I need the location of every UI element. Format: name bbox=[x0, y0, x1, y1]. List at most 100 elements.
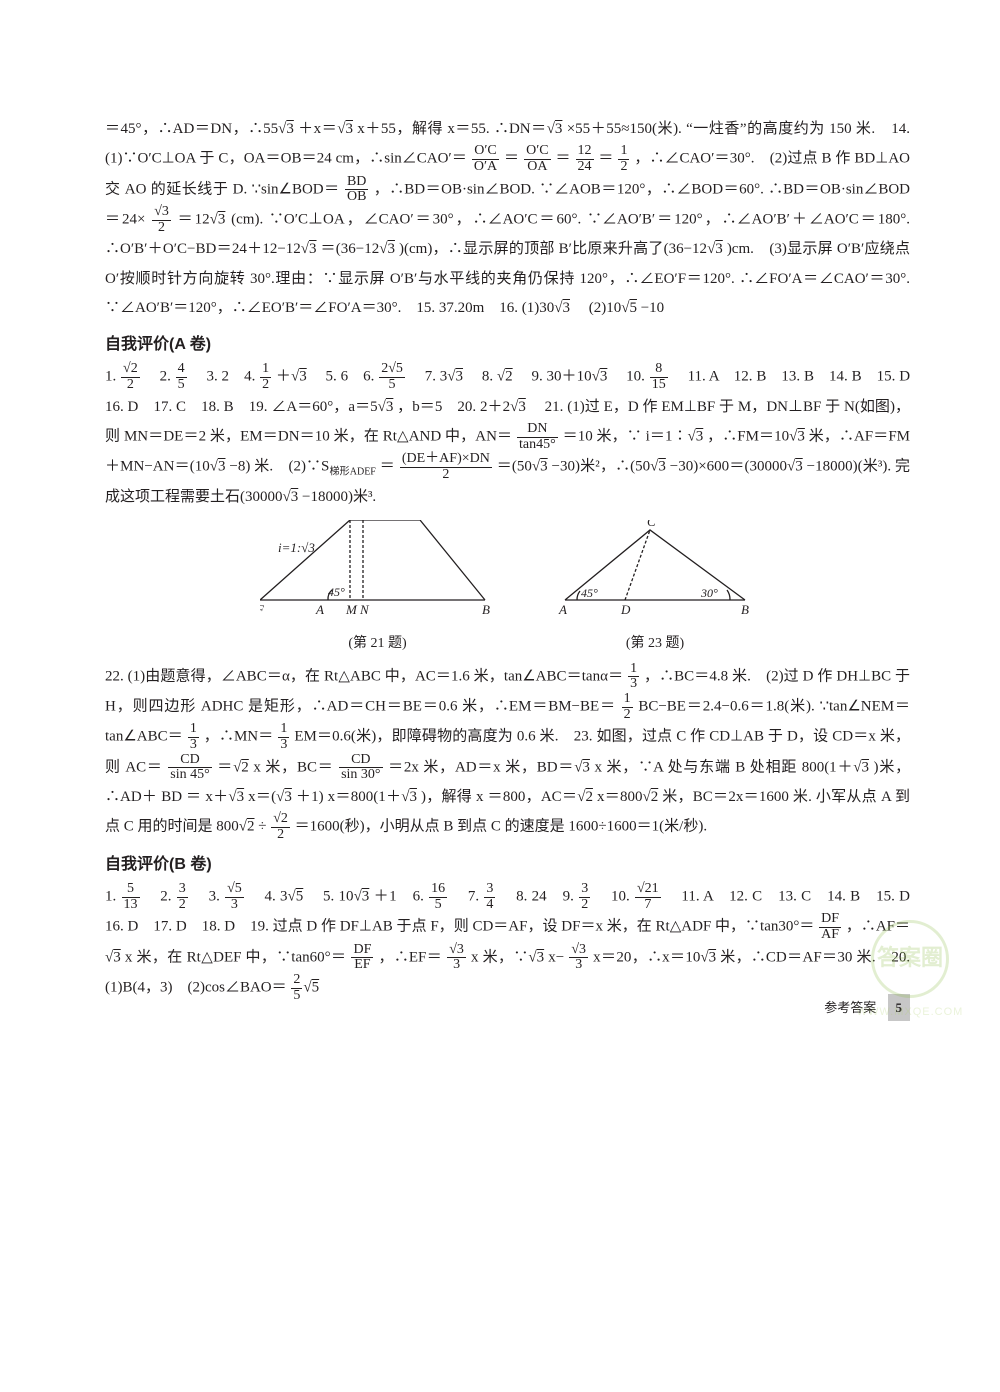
sub: 梯形ADEF bbox=[329, 467, 376, 478]
r: 3 bbox=[291, 489, 299, 505]
r: 3 bbox=[286, 121, 294, 137]
r: 3 bbox=[456, 369, 464, 385]
svg-text:F: F bbox=[260, 602, 265, 617]
r: 3 bbox=[346, 121, 354, 137]
t: )，解得 x ＝800，AC＝ bbox=[421, 789, 577, 805]
t: ＝2x 米，AD＝x 米，BD＝ bbox=[388, 759, 574, 775]
t: 8. 24 9. bbox=[501, 888, 579, 904]
frac: √33 bbox=[446, 943, 467, 973]
para-22-23: 22. (1)由题意得，∠ABC＝α，在 Rt△ABC 中，AC＝1.6 米，t… bbox=[105, 662, 910, 843]
t: x＝800 bbox=[597, 789, 643, 805]
t: )(cm)，∴显示屏的顶部 B′比原来升高了(36−12 bbox=[399, 241, 707, 257]
figure-23-svg: C A D B 45° 30° bbox=[555, 520, 755, 620]
r: 2 bbox=[651, 789, 659, 805]
frac: BDOB bbox=[344, 175, 369, 205]
frac: O′CO′A bbox=[471, 144, 500, 174]
frac: (DE＋AF)×DN2 bbox=[399, 452, 493, 482]
t: ，∴AF＝ bbox=[846, 919, 910, 935]
t: 5. 10 bbox=[308, 888, 354, 904]
frac: 2√55 bbox=[378, 362, 406, 392]
r: 3 bbox=[309, 241, 317, 257]
frac: 25 bbox=[290, 973, 303, 1003]
frac: √53 bbox=[224, 882, 245, 912]
t: ＝(36−12 bbox=[321, 241, 380, 257]
r: 3 bbox=[540, 459, 548, 475]
t: ，∴MN＝ bbox=[204, 729, 274, 745]
svg-text:45°: 45° bbox=[328, 585, 345, 599]
frac: DFEF bbox=[350, 943, 374, 973]
frac: 12 bbox=[617, 144, 630, 174]
frac: 815 bbox=[649, 362, 669, 392]
r: 3 bbox=[658, 459, 666, 475]
page-footer: 参考答案 5 bbox=[824, 994, 910, 1021]
para-1: ＝45°，∴AD＝DN，∴55√3 ＋x＝√3 x＋55，解得 x＝55. ∴D… bbox=[105, 115, 910, 323]
figure-23: C A D B 45° 30° (第 23 题) bbox=[555, 520, 755, 658]
t: ＝ bbox=[598, 151, 613, 167]
t: x 米，∵ bbox=[471, 949, 528, 965]
frac: 12 bbox=[259, 362, 272, 392]
r: 3 bbox=[409, 789, 417, 805]
r: 3 bbox=[600, 369, 608, 385]
figure-21-caption: (第 21 题) bbox=[260, 630, 495, 657]
t: 3. bbox=[193, 888, 224, 904]
svg-text:A: A bbox=[315, 602, 324, 617]
frac: 165 bbox=[428, 882, 448, 912]
frac: CDsin 45° bbox=[167, 753, 212, 783]
t: x 米，在 Rt△DEF 中，∵tan60°＝ bbox=[125, 949, 346, 965]
frac: 13 bbox=[187, 722, 200, 752]
frac: √32 bbox=[151, 205, 172, 235]
section-head-a: 自我评价(A 卷) bbox=[105, 329, 910, 360]
t: ＋x＝ bbox=[298, 121, 337, 137]
t: ＝ bbox=[380, 459, 395, 475]
r: 3 bbox=[562, 300, 570, 316]
r: 5 bbox=[296, 888, 304, 904]
frac: O′COA bbox=[523, 144, 552, 174]
t: (2)10 bbox=[574, 300, 622, 316]
svg-text:M: M bbox=[345, 602, 358, 617]
t: ＝ bbox=[504, 151, 519, 167]
t: 5. 6 6. bbox=[311, 369, 379, 385]
t: ＋1) x＝800(1＋ bbox=[296, 789, 401, 805]
t: 22. (1)由题意得，∠ABC＝α，在 Rt△ABC 中，AC＝1.6 米，t… bbox=[105, 668, 623, 684]
r: 3 bbox=[795, 459, 803, 475]
r: 3 bbox=[237, 789, 245, 805]
r: 5 bbox=[312, 980, 320, 996]
answers-a: 1. √22 2. 45 3. 2 4. 12 ＋√3 5. 6 6. 2√55… bbox=[105, 362, 910, 512]
r: 2 bbox=[247, 819, 255, 835]
t: x＝20，∴x＝10 bbox=[593, 949, 700, 965]
t: −10 bbox=[641, 300, 664, 316]
r: 3 bbox=[518, 399, 526, 415]
svg-text:C: C bbox=[647, 520, 656, 529]
r: 3 bbox=[537, 949, 545, 965]
svg-text:B: B bbox=[482, 602, 490, 617]
frac: 34 bbox=[483, 882, 496, 912]
t: 1. bbox=[105, 369, 120, 385]
t: x 米，BC＝ bbox=[253, 759, 333, 775]
r: 3 bbox=[797, 429, 805, 445]
svg-text:B: B bbox=[741, 602, 749, 617]
t: 1. bbox=[105, 888, 121, 904]
svg-text:30°: 30° bbox=[700, 586, 718, 600]
svg-text:N: N bbox=[359, 602, 370, 617]
r: 3 bbox=[218, 212, 226, 228]
r: 2 bbox=[241, 759, 249, 775]
t: ＝10 米，∵ i＝1∶ bbox=[563, 429, 688, 445]
t: ＝ bbox=[217, 759, 233, 775]
svg-text:i=1:√3: i=1:√3 bbox=[278, 540, 315, 555]
t: ＝12 bbox=[178, 212, 210, 228]
t: x− bbox=[548, 949, 564, 965]
t: ，∴EF＝ bbox=[379, 949, 443, 965]
t: ，b＝5 20. 2＋2 bbox=[397, 399, 510, 415]
page: ＝45°，∴AD＝DN，∴55√3 ＋x＝√3 x＋55，解得 x＝55. ∴D… bbox=[0, 0, 1000, 1043]
t: 7. bbox=[452, 888, 483, 904]
t: x＝( bbox=[248, 789, 276, 805]
t: 9. 30＋10 bbox=[516, 369, 591, 385]
frac: 12 bbox=[621, 692, 634, 722]
t: 2. bbox=[145, 369, 175, 385]
r: 3 bbox=[696, 429, 704, 445]
t: ＝(50 bbox=[497, 459, 532, 475]
r: 2 bbox=[505, 369, 513, 385]
figures-row: E D C F A M N B 45° i=1:√3 (第 21 题) bbox=[105, 520, 910, 658]
r: 3 bbox=[709, 949, 717, 965]
frac: 13 bbox=[277, 722, 290, 752]
